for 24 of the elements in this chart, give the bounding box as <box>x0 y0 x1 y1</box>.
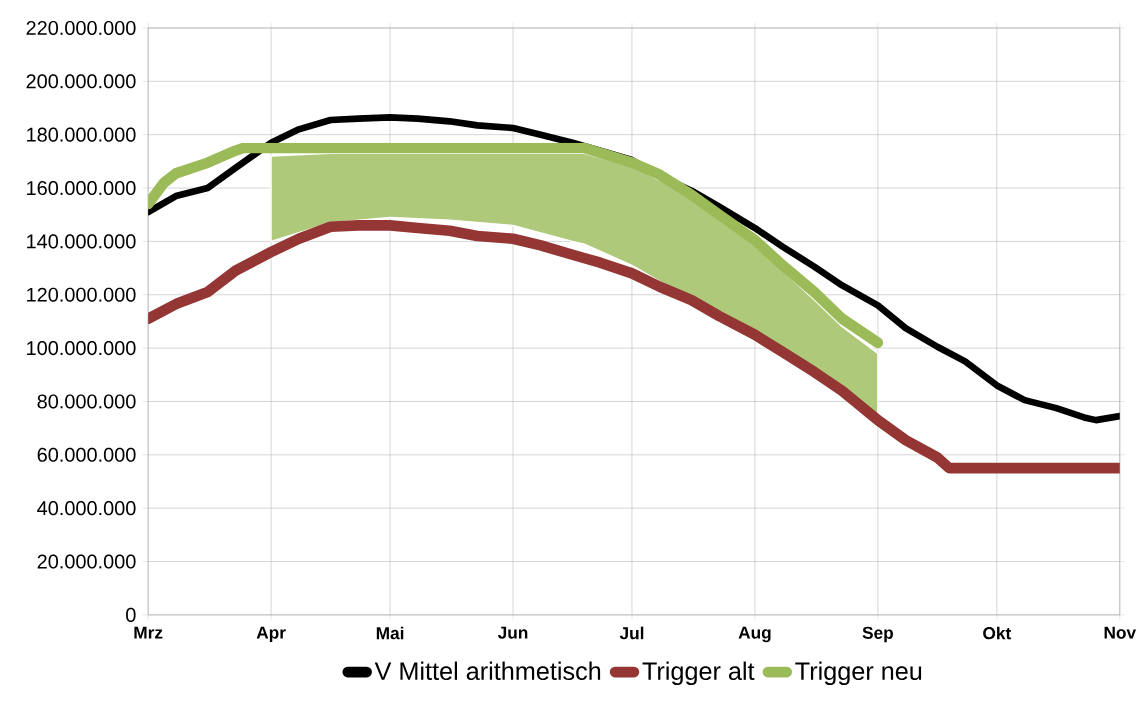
x-tick-label: Jun <box>497 626 528 639</box>
x-tick-label: Aug <box>738 626 771 643</box>
x-tick-label: Nov <box>1104 626 1137 639</box>
y-tick-label: 80.000.000 <box>37 394 136 409</box>
x-tick-label: Okt <box>983 626 1012 640</box>
y-tick-label: 0 <box>126 607 136 622</box>
y-tick-label: 100.000.000 <box>27 340 136 356</box>
y-tick-label: 200.000.000 <box>26 74 136 89</box>
y-tick-label: 60.000.000 <box>37 447 136 462</box>
y-tick-label: 160.000.000 <box>27 180 136 195</box>
y-tick-label: 220.000.000 <box>26 20 136 35</box>
x-tick-label: Mrz <box>134 626 163 639</box>
x-tick-label: Mai <box>376 626 404 640</box>
y-tick-label: 140.000.000 <box>27 234 136 249</box>
x-tick-label: Jul <box>619 626 644 640</box>
legend-label: V Mittel arithmetisch <box>374 661 601 680</box>
x-tick-label: Apr <box>256 626 286 643</box>
y-tick-label: 20.000.000 <box>37 554 136 569</box>
legend-label: Trigger alt <box>642 661 755 685</box>
y-tick-label: 40.000.000 <box>37 501 136 516</box>
x-tick-label: Sep <box>862 626 893 643</box>
y-tick-label: 180.000.000 <box>27 127 136 142</box>
legend-label: Trigger neu <box>795 661 922 685</box>
y-tick-label: 120.000.000 <box>27 287 136 302</box>
